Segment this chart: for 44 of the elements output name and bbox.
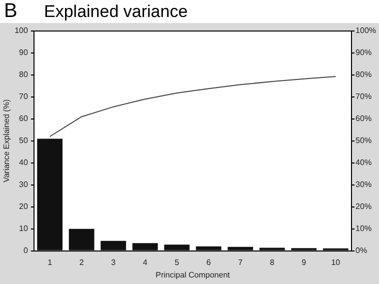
- y-tick-label: 40: [19, 158, 28, 168]
- y2-tick-label: 70%: [356, 92, 372, 102]
- x-tick-label: 7: [238, 258, 244, 267]
- y-axis-title: Variance Explained (%): [2, 99, 12, 182]
- bar: [37, 138, 63, 250]
- bar: [196, 246, 222, 250]
- y-tick-label: 30: [19, 180, 28, 190]
- x-tick-label: 8: [270, 258, 275, 267]
- y-tick-label: 70: [19, 92, 28, 102]
- bar: [259, 248, 285, 250]
- x-tick-label: 4: [142, 258, 148, 267]
- x-tick-label: 6: [206, 258, 212, 267]
- y2-tick-label: 60%: [356, 114, 372, 124]
- y2-tick-label: 50%: [356, 136, 372, 146]
- bar: [68, 228, 94, 250]
- x-tick-label: 3: [111, 258, 116, 267]
- y-tick-label: 20: [19, 202, 28, 212]
- text: B: [4, 0, 18, 22]
- y2-tick-label: 30%: [356, 180, 372, 190]
- x-tick-label: 1: [48, 258, 53, 267]
- y2-tick-label: 80%: [356, 70, 372, 80]
- y2-tick-label: 100%: [356, 26, 376, 36]
- chart-title: Explained variance: [44, 2, 188, 22]
- y-tick-label: 90: [19, 48, 28, 58]
- bar: [164, 244, 190, 250]
- x-tick-label: 9: [302, 258, 307, 267]
- y-tick-label: 0: [23, 246, 28, 256]
- y-tick-label: 10: [19, 224, 28, 234]
- y-tick-label: 80: [19, 70, 28, 80]
- y2-tick-label: 20%: [356, 202, 372, 212]
- x-tick-label: 5: [174, 258, 180, 267]
- bar: [100, 240, 126, 250]
- y-tick-label: 60: [19, 114, 28, 124]
- y2-tick-label: 40%: [356, 158, 372, 168]
- bar: [132, 243, 158, 250]
- x-axis-title: Principal Component: [156, 270, 231, 280]
- y2-tick-label: 90%: [356, 48, 372, 58]
- x-tick-label: 2: [79, 258, 84, 267]
- y2-tick-label: 10%: [356, 224, 372, 234]
- y2-tick-label: 0%: [356, 246, 368, 256]
- y-tick-label: 100: [14, 26, 28, 36]
- bar: [228, 246, 254, 250]
- x-tick-label: 10: [331, 258, 341, 267]
- y-tick-label: 50: [19, 136, 28, 146]
